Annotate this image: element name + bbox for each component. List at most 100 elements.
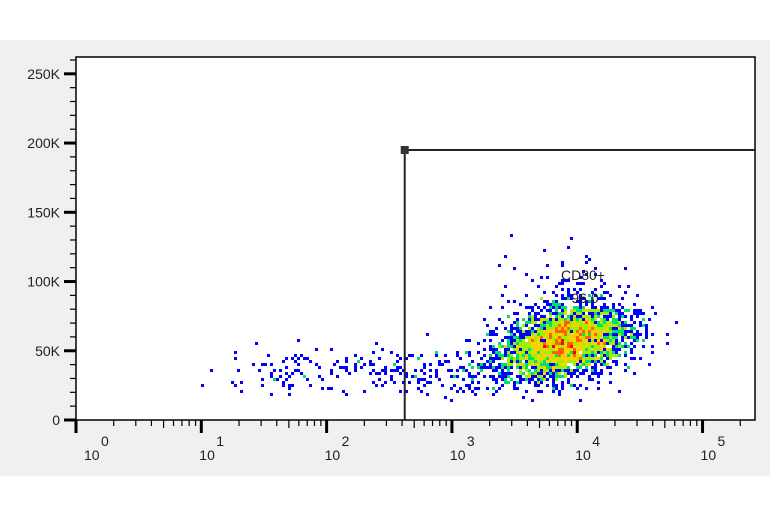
event-density-cell [438, 363, 441, 366]
event-density-cell [612, 351, 615, 354]
event-density-cell [573, 348, 576, 351]
event-density-cell [513, 360, 516, 363]
event-density-cell [528, 312, 531, 315]
event-density-cell [564, 363, 567, 366]
event-density-cell [336, 375, 339, 378]
event-density-cell [528, 360, 531, 363]
event-density-cell [519, 378, 522, 381]
event-density-cell [360, 357, 363, 360]
event-density-cell [501, 378, 504, 381]
event-density-cell [585, 354, 588, 357]
event-density-cell [489, 306, 492, 309]
event-density-cell [582, 372, 585, 375]
event-density-cell [531, 342, 534, 345]
event-density-cell [561, 264, 564, 267]
event-density-cell [543, 315, 546, 318]
event-density-cell [525, 348, 528, 351]
event-density-cell [576, 357, 579, 360]
event-density-cell [564, 342, 567, 345]
event-density-cell [507, 351, 510, 354]
event-density-cell [666, 333, 669, 336]
event-density-cell [579, 294, 582, 297]
event-density-cell [501, 384, 504, 387]
event-density-cell [435, 372, 438, 375]
event-density-cell [531, 363, 534, 366]
event-density-cell [531, 333, 534, 336]
event-density-cell [585, 345, 588, 348]
event-density-cell [549, 345, 552, 348]
event-density-cell [591, 315, 594, 318]
event-density-cell [528, 381, 531, 384]
event-density-cell [624, 363, 627, 366]
event-density-cell [537, 384, 540, 387]
event-density-cell [570, 348, 573, 351]
event-density-cell [483, 339, 486, 342]
event-density-cell [555, 306, 558, 309]
event-density-cell [582, 354, 585, 357]
event-density-cell [561, 327, 564, 330]
event-density-cell [645, 336, 648, 339]
event-density-cell [405, 375, 408, 378]
event-density-cell [618, 330, 621, 333]
event-density-cell [468, 363, 471, 366]
event-density-cell [378, 357, 381, 360]
event-density-cell [447, 360, 450, 363]
event-density-cell [573, 363, 576, 366]
event-density-cell [558, 315, 561, 318]
event-density-cell [540, 330, 543, 333]
event-density-cell [594, 366, 597, 369]
event-density-cell [642, 312, 645, 315]
event-density-cell [588, 294, 591, 297]
event-density-cell [561, 381, 564, 384]
event-density-cell [594, 327, 597, 330]
event-density-cell [585, 342, 588, 345]
event-density-cell [504, 354, 507, 357]
event-density-cell [534, 324, 537, 327]
event-density-cell [345, 357, 348, 360]
event-density-cell [576, 345, 579, 348]
event-density-cell [600, 330, 603, 333]
event-density-cell [489, 330, 492, 333]
event-density-cell [345, 369, 348, 372]
event-density-cell [606, 327, 609, 330]
event-density-cell [513, 333, 516, 336]
event-density-cell [561, 261, 564, 264]
event-density-cell [504, 336, 507, 339]
event-density-cell [582, 351, 585, 354]
event-density-cell [555, 345, 558, 348]
event-density-cell [318, 375, 321, 378]
event-density-cell [612, 330, 615, 333]
event-density-cell [567, 345, 570, 348]
event-density-cell [330, 369, 333, 372]
event-density-cell [540, 354, 543, 357]
event-density-cell [354, 354, 357, 357]
event-density-cell [612, 336, 615, 339]
event-density-cell [585, 321, 588, 324]
event-density-cell [519, 303, 522, 306]
event-density-cell [528, 327, 531, 330]
event-density-cell [555, 294, 558, 297]
event-density-cell [612, 354, 615, 357]
event-density-cell [318, 366, 321, 369]
event-density-cell [582, 333, 585, 336]
event-density-cell [573, 330, 576, 333]
event-density-cell [579, 366, 582, 369]
event-density-cell [507, 345, 510, 348]
event-density-cell [594, 315, 597, 318]
event-density-cell [630, 318, 633, 321]
event-density-cell [579, 300, 582, 303]
event-density-cell [528, 342, 531, 345]
event-density-cell [639, 312, 642, 315]
event-density-cell [570, 294, 573, 297]
event-density-cell [585, 255, 588, 258]
event-density-cell [630, 333, 633, 336]
event-density-cell [588, 324, 591, 327]
event-density-cell [498, 372, 501, 375]
event-density-cell [597, 309, 600, 312]
event-density-cell [540, 381, 543, 384]
gate-cd80[interactable] [400, 145, 755, 420]
event-density-cell [510, 327, 513, 330]
event-density-cell [552, 366, 555, 369]
event-density-cell [555, 315, 558, 318]
event-density-cell [516, 342, 519, 345]
